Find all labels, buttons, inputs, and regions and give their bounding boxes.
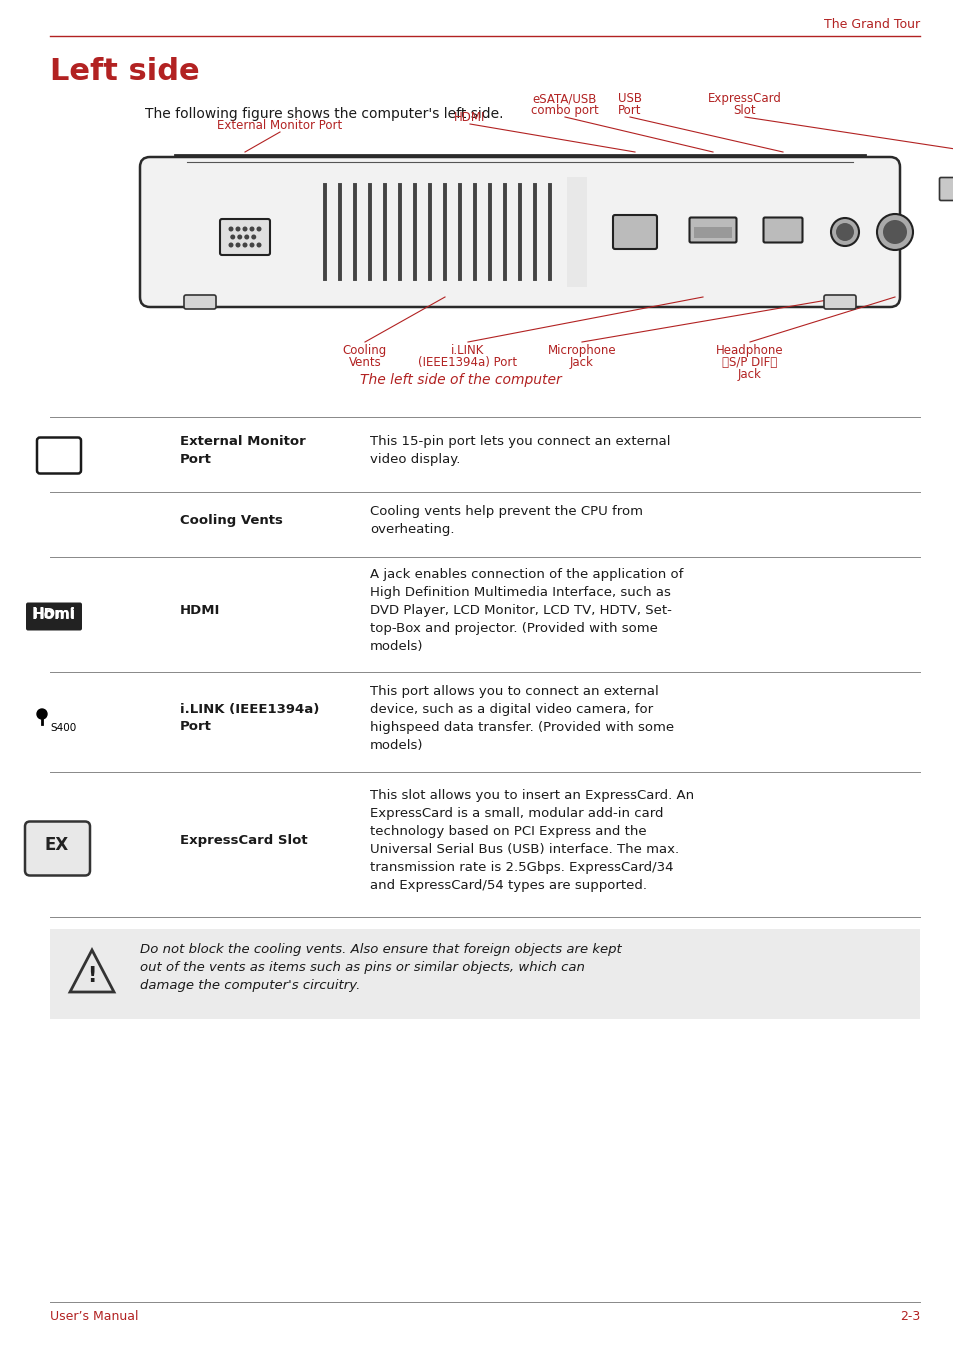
Text: Headphone: Headphone [716,343,783,357]
Circle shape [257,227,260,231]
Text: The left side of the computer: The left side of the computer [359,373,561,387]
Circle shape [245,235,249,239]
Bar [566,177,586,287]
Text: Vents: Vents [348,356,381,369]
Text: Left side: Left side [50,58,199,87]
Text: (IEEE1394a) Port: (IEEE1394a) Port [418,356,517,369]
FancyBboxPatch shape [689,218,736,242]
Text: This slot allows you to insert an ExpressCard. An
ExpressCard is a small, modula: This slot allows you to insert an Expres… [370,790,694,892]
FancyBboxPatch shape [762,218,801,242]
Text: A jack enables connection of the application of
High Definition Multimedia Inter: A jack enables connection of the applica… [370,568,682,653]
Text: Jack: Jack [570,356,594,369]
FancyBboxPatch shape [37,438,81,473]
Circle shape [250,227,253,231]
Text: S400: S400 [50,723,76,733]
Text: HDmI: HDmI [32,607,75,622]
Polygon shape [70,950,113,992]
FancyBboxPatch shape [939,177,953,200]
FancyBboxPatch shape [823,295,855,310]
Text: The following figure shows the computer's left side.: The following figure shows the computer'… [145,107,503,120]
Circle shape [252,235,255,239]
Text: HDMI: HDMI [180,604,220,617]
Circle shape [243,227,247,231]
FancyBboxPatch shape [613,215,657,249]
Text: ExpressCard: ExpressCard [707,92,781,105]
Circle shape [876,214,912,250]
Circle shape [231,235,234,239]
Circle shape [882,220,906,243]
Text: The Grand Tour: The Grand Tour [823,18,919,31]
Circle shape [37,708,47,719]
Circle shape [835,223,853,241]
Circle shape [243,243,247,247]
Circle shape [229,227,233,231]
Text: External Monitor
Port: External Monitor Port [180,435,305,466]
Circle shape [257,243,260,247]
Bar [693,227,731,238]
FancyBboxPatch shape [25,822,90,876]
Text: USB: USB [618,92,641,105]
Text: i.LINK: i.LINK [451,343,484,357]
Text: Port: Port [618,104,641,118]
Text: Homi: Homi [31,607,76,622]
Circle shape [236,243,239,247]
Text: User’s Manual: User’s Manual [50,1310,138,1322]
Text: Do not block the cooling vents. Also ensure that foreign objects are kept
out of: Do not block the cooling vents. Also ens… [140,944,621,992]
FancyBboxPatch shape [184,295,215,310]
Text: HDMI: HDMI [454,111,485,124]
Circle shape [250,243,253,247]
Bar [50,929,919,1019]
Text: Slot: Slot [733,104,756,118]
FancyBboxPatch shape [26,603,82,630]
Circle shape [229,243,233,247]
FancyBboxPatch shape [220,219,270,256]
Circle shape [830,218,858,246]
Text: Microphone: Microphone [547,343,616,357]
Text: Jack: Jack [738,368,761,381]
Text: Cooling Vents: Cooling Vents [180,514,283,527]
Circle shape [236,227,239,231]
Text: Cooling: Cooling [342,343,387,357]
Text: Cooling vents help prevent the CPU from
overheating.: Cooling vents help prevent the CPU from … [370,506,642,535]
Text: （S/P DIF）: （S/P DIF） [721,356,777,369]
Text: EX: EX [45,836,69,853]
Text: combo port: combo port [531,104,598,118]
Text: This 15-pin port lets you connect an external
video display.: This 15-pin port lets you connect an ext… [370,435,670,466]
Circle shape [237,235,241,239]
Text: This port allows you to connect an external
device, such as a digital video came: This port allows you to connect an exter… [370,684,674,752]
Text: i.LINK (IEEE1394a)
Port: i.LINK (IEEE1394a) Port [180,703,319,734]
Text: External Monitor Port: External Monitor Port [217,119,342,132]
Text: ExpressCard Slot: ExpressCard Slot [180,834,307,846]
Text: eSATA/USB: eSATA/USB [533,92,597,105]
FancyBboxPatch shape [140,157,899,307]
Text: !: ! [88,965,96,986]
Text: 2-3: 2-3 [899,1310,919,1322]
